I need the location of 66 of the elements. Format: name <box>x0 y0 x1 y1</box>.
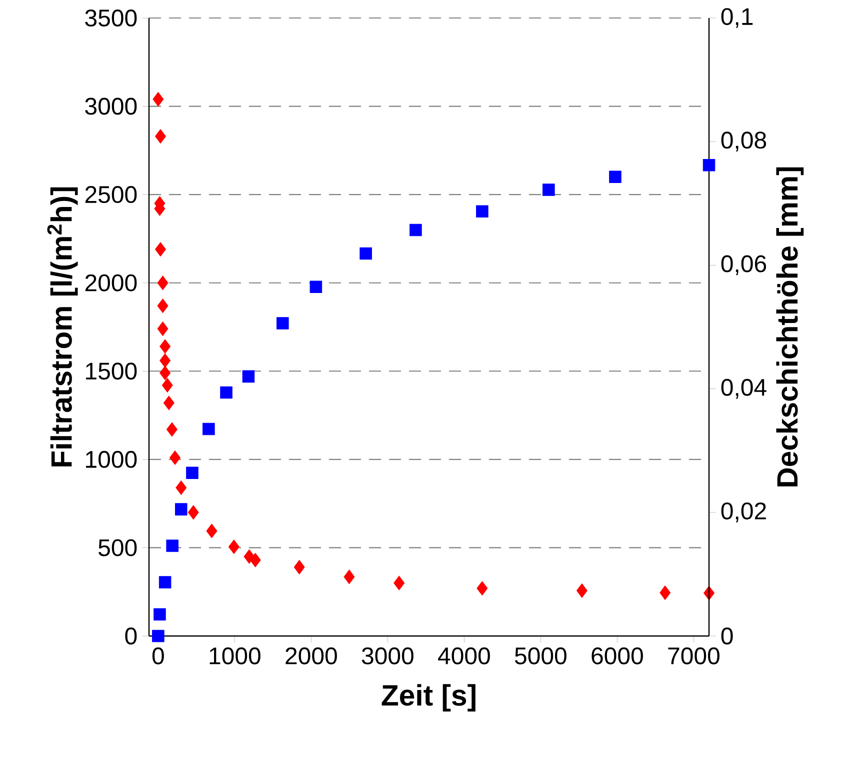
point <box>166 422 178 437</box>
x-tick-label: 6000 <box>592 647 643 664</box>
point <box>155 129 166 144</box>
point <box>188 505 199 520</box>
y-tick-label: 2000 <box>85 274 137 292</box>
point <box>609 170 622 183</box>
x-tick-label: 7000 <box>668 647 720 664</box>
y-axis-title: Filtratstrom [l/(m$^{2}$h)] <box>47 187 78 466</box>
x-tick-label: 5000 <box>514 647 566 664</box>
point <box>476 205 488 218</box>
x-tick-label: 1000 <box>210 647 260 664</box>
y-tick-label: 500 <box>98 539 137 556</box>
point <box>228 540 240 554</box>
point <box>157 298 168 314</box>
point <box>155 242 166 257</box>
point <box>163 396 174 410</box>
point <box>576 583 588 598</box>
point <box>170 450 180 465</box>
point <box>166 540 178 552</box>
point <box>344 570 355 584</box>
point <box>310 280 322 293</box>
point <box>152 92 164 106</box>
x-tick-label: 2000 <box>286 647 337 664</box>
point <box>242 370 255 383</box>
y2-tick-label: 0,02 <box>721 502 766 522</box>
y-tick-label: 1000 <box>86 450 137 468</box>
point <box>702 158 716 172</box>
x-tick-label: 4000 <box>438 647 490 664</box>
point <box>276 317 289 330</box>
point <box>186 466 198 479</box>
y-tick-label: 3500 <box>85 9 137 26</box>
point <box>154 608 166 621</box>
point <box>157 322 168 336</box>
point <box>202 422 215 436</box>
point <box>660 586 671 600</box>
y-tick-label: 2500 <box>85 186 137 204</box>
y-tick-label: 3000 <box>85 98 137 115</box>
point <box>160 339 171 354</box>
y2-tick-label: 0,06 <box>721 255 766 276</box>
x-tick-label: 3000 <box>362 647 414 664</box>
y-tick-label: 1500 <box>86 362 137 380</box>
point <box>206 524 218 538</box>
point <box>360 247 372 260</box>
point <box>160 353 171 368</box>
point <box>176 480 187 495</box>
point <box>476 581 488 596</box>
y2-tick-label: 0,08 <box>721 132 766 152</box>
point <box>294 560 305 574</box>
point <box>162 378 173 392</box>
point <box>394 576 405 590</box>
y2-axis-title: Deckschichthöhe [mm] <box>776 167 804 486</box>
x-axis-title: Zeit [s] <box>382 684 476 712</box>
point <box>152 630 164 642</box>
point <box>250 552 261 568</box>
y2-tick-label: 0,1 <box>721 8 753 28</box>
point <box>157 276 168 290</box>
point <box>410 224 422 236</box>
y2-tick-label: 0 <box>721 627 733 644</box>
point <box>175 503 188 516</box>
x-tick-label: 0 <box>152 647 164 664</box>
y2-tick-label: 0,04 <box>721 378 766 399</box>
point <box>160 366 171 380</box>
point <box>158 576 172 588</box>
point <box>220 386 232 399</box>
y-tick-label: 0 <box>125 627 137 644</box>
point <box>542 184 555 196</box>
